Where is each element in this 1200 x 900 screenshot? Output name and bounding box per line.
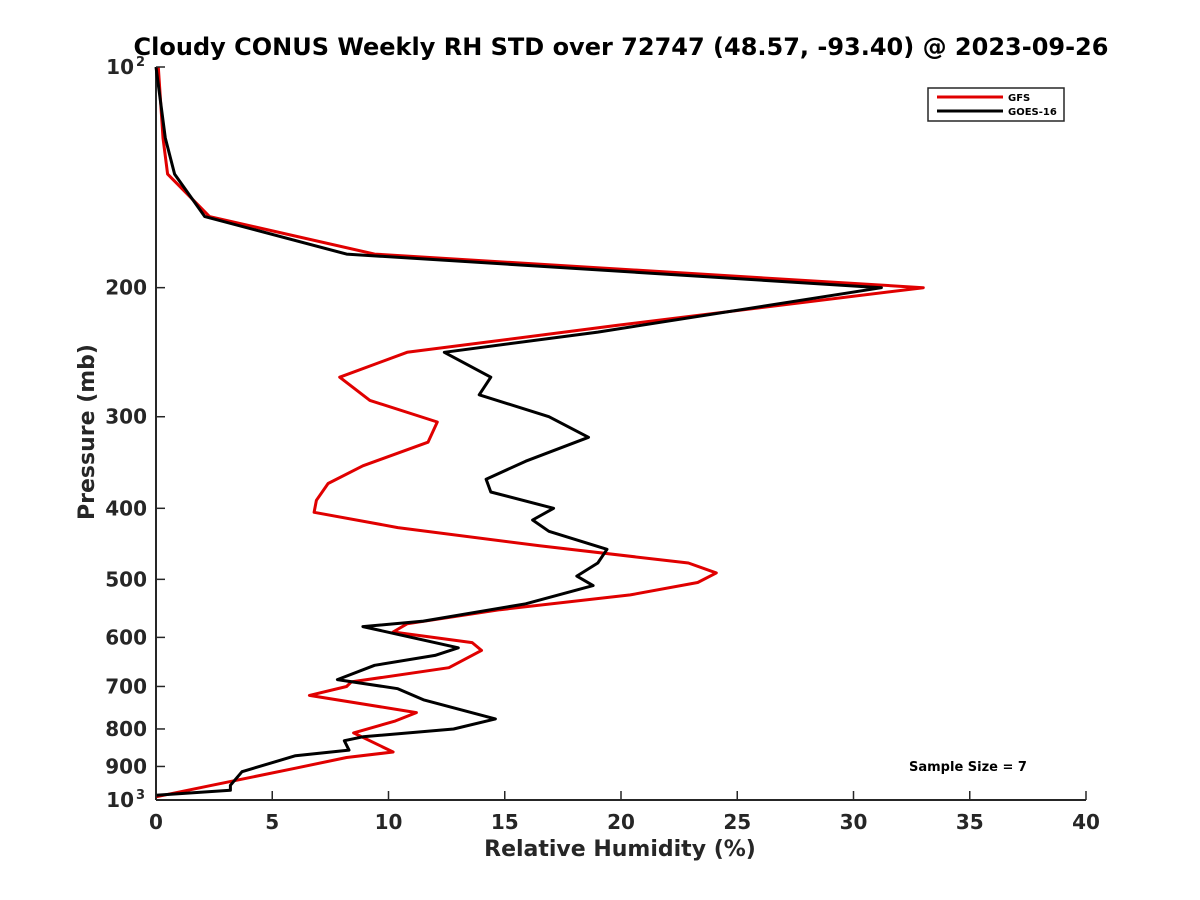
x-tick-label: 15 <box>491 810 519 834</box>
legend-label-goes-16: GOES-16 <box>1008 107 1057 118</box>
y-tick-label: 10 <box>106 788 134 812</box>
x-axis-label: Relative Humidity (%) <box>484 837 756 862</box>
y-tick-label: 700 <box>105 674 147 698</box>
y-tick-exponent: 2 <box>136 55 145 70</box>
y-tick-label: 900 <box>105 754 147 778</box>
chart-title: Cloudy CONUS Weekly RH STD over 72747 (4… <box>134 33 1109 61</box>
x-tick-label: 40 <box>1072 810 1100 834</box>
series-line-goes-16 <box>154 66 883 797</box>
y-tick-label: 10 <box>106 55 134 79</box>
y-tick-exponent: 3 <box>136 788 145 803</box>
x-tick-label: 10 <box>375 810 403 834</box>
x-tick-label: 5 <box>265 810 279 834</box>
series-layer <box>154 66 925 799</box>
x-tick-label: 25 <box>723 810 751 834</box>
x-tick-label: 35 <box>956 810 984 834</box>
y-axis-label: Pressure (mb) <box>75 344 100 520</box>
y-tick-label: 300 <box>105 405 147 429</box>
x-tick-label: 0 <box>149 810 163 834</box>
series-line-gfs <box>155 66 925 799</box>
y-tick-label: 500 <box>105 567 147 591</box>
y-tick-label: 800 <box>105 717 147 741</box>
x-tick-label: 30 <box>840 810 868 834</box>
sample-size-annotation: Sample Size = 7 <box>909 760 1027 775</box>
y-tick-label: 200 <box>105 276 147 300</box>
x-tick-label: 20 <box>607 810 635 834</box>
legend-label-gfs: GFS <box>1008 93 1030 104</box>
legend-box <box>927 87 1065 122</box>
y-tick-label: 400 <box>105 496 147 520</box>
y-tick-label: 600 <box>105 625 147 649</box>
legend: GFS GOES-16 <box>927 87 1065 122</box>
